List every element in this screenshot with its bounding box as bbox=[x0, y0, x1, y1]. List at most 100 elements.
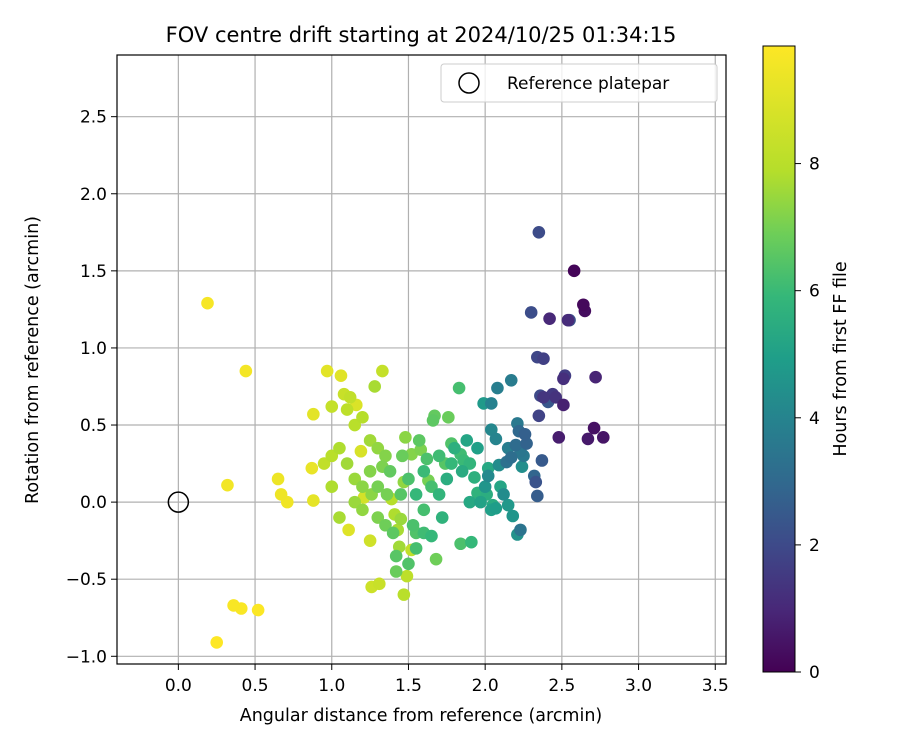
data-point bbox=[333, 511, 346, 524]
data-point bbox=[396, 449, 409, 463]
data-point bbox=[509, 438, 523, 452]
data-point bbox=[429, 552, 443, 566]
data-point bbox=[417, 503, 431, 517]
legend-marker-open-circle bbox=[458, 72, 480, 94]
data-point bbox=[501, 498, 515, 512]
data-point bbox=[417, 464, 431, 478]
data-point bbox=[532, 226, 546, 239]
y-tick-label: −1.0 bbox=[66, 647, 107, 667]
data-point bbox=[557, 372, 570, 386]
colorbar-tick-label: 2 bbox=[809, 536, 820, 556]
data-point bbox=[348, 472, 362, 486]
colorbar: 0 2 4 6 8 Hours from first FF file bbox=[762, 45, 851, 683]
colorbar-label: Hours from first FF file bbox=[831, 261, 851, 456]
data-point bbox=[435, 511, 449, 524]
data-point bbox=[363, 534, 377, 547]
data-point bbox=[460, 434, 474, 447]
data-point bbox=[529, 475, 543, 489]
colorbar-tick-label: 0 bbox=[809, 663, 820, 683]
data-point bbox=[454, 537, 467, 551]
data-point bbox=[577, 298, 590, 312]
data-point bbox=[504, 374, 518, 387]
data-point bbox=[348, 418, 362, 432]
data-point bbox=[371, 511, 385, 524]
x-tick-label: 1.5 bbox=[395, 676, 422, 696]
data-point bbox=[251, 603, 265, 617]
data-point bbox=[531, 489, 544, 503]
data-point bbox=[537, 390, 550, 404]
x-axis-label: Angular distance from reference (arcmin) bbox=[240, 706, 603, 726]
data-point bbox=[445, 457, 458, 470]
data-point bbox=[356, 503, 369, 517]
data-point bbox=[348, 495, 362, 509]
data-point bbox=[399, 431, 412, 444]
data-point bbox=[549, 390, 563, 404]
data-point bbox=[596, 431, 610, 444]
data-point bbox=[468, 471, 481, 484]
data-point bbox=[506, 509, 520, 523]
data-point bbox=[305, 461, 319, 475]
x-tick-label: 3.5 bbox=[702, 676, 729, 696]
data-point bbox=[221, 478, 234, 492]
data-point bbox=[414, 443, 428, 456]
data-point bbox=[478, 480, 492, 493]
data-point bbox=[333, 441, 346, 455]
data-point bbox=[587, 421, 601, 435]
legend-box bbox=[440, 63, 718, 103]
data-point bbox=[537, 352, 550, 366]
data-point bbox=[561, 313, 575, 327]
data-point bbox=[465, 535, 478, 549]
colorbar-tick-label: 6 bbox=[809, 282, 820, 302]
data-point bbox=[409, 542, 423, 555]
grid bbox=[117, 55, 726, 664]
data-point bbox=[515, 460, 529, 473]
data-point bbox=[474, 495, 487, 509]
colorbar-tick-label: 4 bbox=[809, 409, 820, 429]
y-tick-label: 1.0 bbox=[80, 339, 107, 359]
legend-entry-reference-platepar: Reference platepar bbox=[507, 74, 669, 94]
data-point bbox=[354, 444, 368, 458]
data-point bbox=[380, 488, 394, 501]
data-point bbox=[201, 296, 214, 310]
x-tick-label: 2.0 bbox=[472, 676, 499, 696]
y-tick-label: 0.0 bbox=[80, 493, 107, 513]
data-point bbox=[227, 599, 240, 612]
chart-title: FOV centre drift starting at 2024/10/25 … bbox=[166, 23, 677, 47]
data-point bbox=[239, 364, 253, 378]
data-point bbox=[325, 400, 339, 413]
y-tick-label: −0.5 bbox=[66, 570, 107, 590]
data-point bbox=[307, 494, 320, 507]
data-point bbox=[497, 488, 510, 501]
data-point bbox=[368, 380, 382, 393]
data-point bbox=[400, 569, 414, 583]
data-point bbox=[386, 526, 400, 540]
data-point bbox=[334, 369, 348, 382]
data-point bbox=[589, 370, 602, 384]
data-point bbox=[379, 449, 392, 463]
data-point bbox=[320, 364, 334, 378]
data-point bbox=[520, 437, 533, 450]
data-point bbox=[567, 264, 581, 278]
data-point bbox=[557, 398, 570, 412]
data-point bbox=[363, 434, 377, 447]
x-axis-ticks: 0.0 0.5 1.0 1.5 2.0 2.5 3.0 3.5 bbox=[165, 664, 729, 696]
legend: Reference platepar bbox=[440, 63, 718, 103]
data-point bbox=[425, 529, 438, 543]
data-point bbox=[317, 457, 331, 470]
data-point bbox=[389, 549, 403, 563]
colorbar-ticks: 0 2 4 6 8 bbox=[795, 155, 820, 683]
data-point bbox=[379, 518, 392, 532]
data-point bbox=[363, 464, 377, 478]
x-tick-label: 3.0 bbox=[625, 676, 652, 696]
data-point bbox=[325, 449, 339, 463]
data-point bbox=[373, 577, 386, 591]
x-tick-label: 0.5 bbox=[242, 676, 269, 696]
y-tick-label: 2.5 bbox=[80, 108, 107, 128]
data-point bbox=[340, 403, 354, 416]
data-point bbox=[406, 518, 420, 532]
data-point bbox=[371, 441, 385, 455]
data-point bbox=[402, 557, 415, 571]
colorbar-tick-label: 8 bbox=[809, 155, 820, 175]
data-point bbox=[425, 480, 438, 493]
